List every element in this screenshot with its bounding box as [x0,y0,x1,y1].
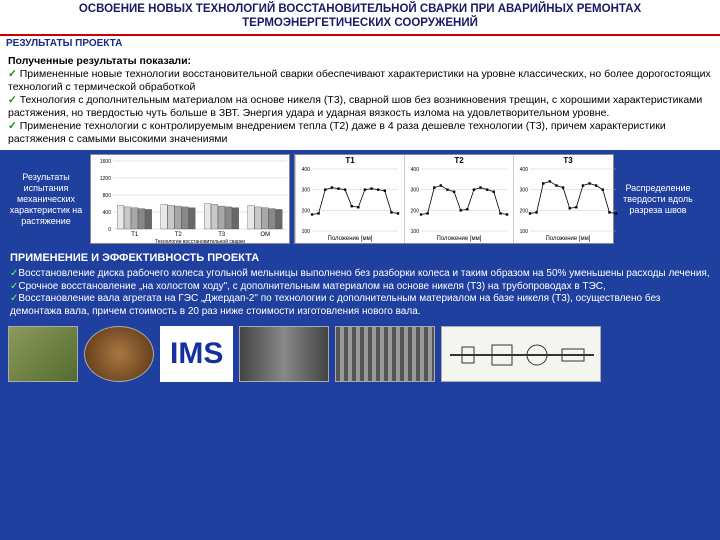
svg-text:400: 400 [103,210,112,216]
svg-text:800: 800 [103,193,112,199]
result-item: ✓ Примененные новые технологии восстанов… [8,68,712,94]
chart-right-label: Распределение твердости вдоль разреза шв… [618,183,698,215]
page-title: ОСВОЕНИЕ НОВЫХ ТЕХНОЛОГИЙ ВОССТАНОВИТЕЛЬ… [8,3,712,31]
app-item: ✓Восстановление вала агрегата на ГЭС „Дж… [10,293,710,318]
photo-disc [84,326,154,382]
svg-text:300: 300 [520,188,529,194]
line-panel-t2: T2 400 300 200 100 Положение [мм] [404,155,513,243]
bar-chart: 1600 1200 800 400 0 T1 T2 T3 ОМ Технологии восста… [90,154,290,244]
result-text: Технология с дополнительным материалом н… [8,94,702,119]
check-icon: ✓ [8,120,17,132]
svg-text:100: 100 [411,229,420,235]
photo-row: IMS [0,322,720,386]
charts-row: Результаты испытания механических характ… [0,150,720,248]
app-text: Восстановление вала агрегата на ГЭС „Дже… [10,293,660,317]
photo-schematic [441,326,601,382]
ims-logo: IMS [160,326,233,382]
svg-text:Технологии восстановительной с: Технологии восстановительной сварки [155,238,245,245]
panel-label: T3 [563,156,572,165]
x-axis-label: Положение [мм] [546,236,591,242]
header: ОСВОЕНИЕ НОВЫХ ТЕХНОЛОГИЙ ВОССТАНОВИТЕЛЬ… [0,0,720,36]
svg-text:100: 100 [302,229,311,235]
photo-shaft [335,326,435,382]
result-text: Примененные новые технологии восстановит… [8,68,711,93]
application-block: ✓Восстановление диска рабочего колеса уг… [0,266,720,322]
svg-text:400: 400 [411,167,420,173]
app-item: ✓Восстановление диска рабочего колеса уг… [10,268,710,281]
line-panel-t1: T1 400 300 200 100 Положение [мм] [295,155,404,243]
svg-text:200: 200 [302,209,311,215]
line-panel-t3: T3 400 300 200 100 Положение [мм] [513,155,622,243]
result-item: ✓ Применение технологии с контролируемым… [8,120,712,146]
results-lead: Полученные результаты показали: [8,55,712,68]
svg-text:T1: T1 [131,232,139,238]
app-text: Срочное восстановление „на холостом ходу… [18,281,605,292]
application-heading: ПРИМЕНЕНИЕ И ЭФФЕКТИВНОСТЬ ПРОЕКТА [0,248,720,266]
svg-text:300: 300 [302,188,311,194]
panel-label: T2 [454,156,463,165]
svg-text:400: 400 [302,167,311,173]
svg-text:1600: 1600 [100,159,111,165]
svg-text:1200: 1200 [100,176,111,182]
photo-mill [8,326,78,382]
svg-text:T3: T3 [218,232,226,238]
svg-text:T2: T2 [175,232,183,238]
result-text: Применение технологии с контролируемым в… [8,120,666,145]
app-text: Восстановление диска рабочего колеса уго… [18,268,709,279]
svg-text:200: 200 [411,209,420,215]
line-charts: T1 400 300 200 100 Положение [мм] T2 400 300… [294,154,614,244]
app-item: ✓Срочное восстановление „на холостом ход… [10,281,710,294]
check-icon: ✓ [8,94,17,106]
check-icon: ✓ [8,68,17,80]
svg-text:200: 200 [520,209,529,215]
svg-text:400: 400 [520,167,529,173]
x-axis-label: Положение [мм] [437,236,482,242]
svg-text:0: 0 [108,227,111,233]
results-subtitle: РЕЗУЛЬТАТЫ ПРОЕКТА [0,36,720,51]
panel-label: T1 [345,156,354,165]
svg-text:100: 100 [520,229,529,235]
svg-text:ОМ: ОМ [260,232,270,238]
result-item: ✓ Технология с дополнительным материалом… [8,94,712,120]
svg-text:300: 300 [411,188,420,194]
chart-left-label: Результаты испытания механических характ… [6,172,86,226]
x-axis-label: Положение [мм] [328,236,373,242]
photo-turbine [239,326,329,382]
results-block: Полученные результаты показали: ✓ Примен… [0,51,720,151]
